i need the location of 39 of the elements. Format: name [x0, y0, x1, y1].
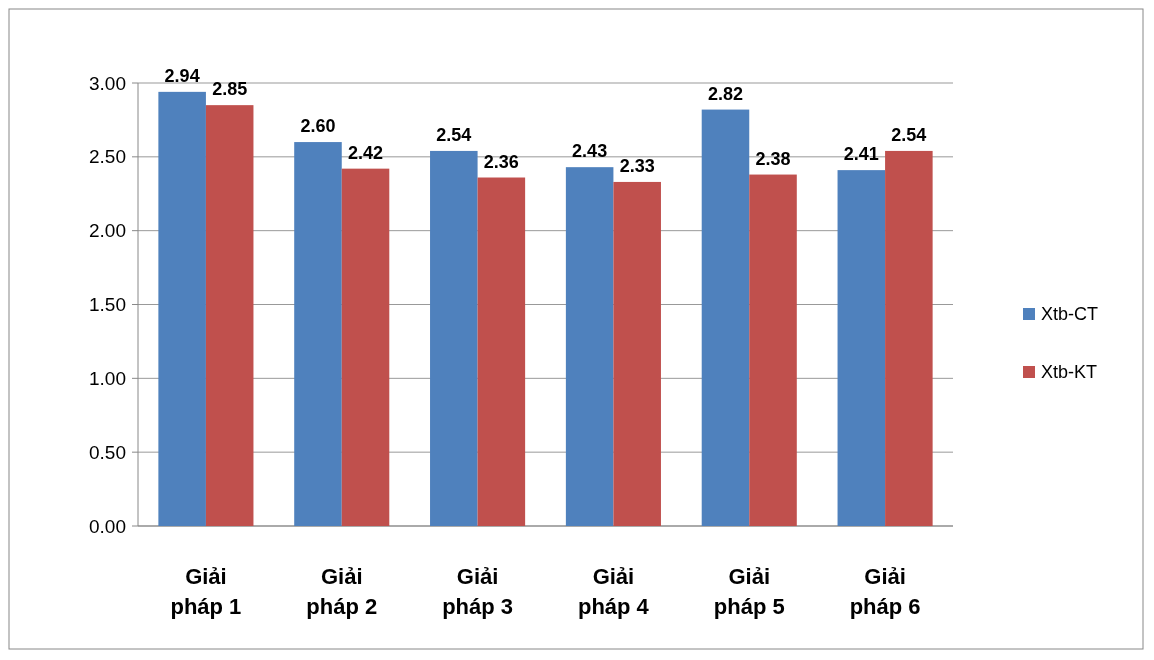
data-label: 2.41: [843, 144, 879, 165]
y-tick-label: 2.50: [89, 146, 126, 168]
data-label: 2.85: [212, 79, 248, 100]
x-tick-label: Giải pháp 4: [577, 564, 650, 619]
data-label: 2.43: [572, 141, 608, 162]
bar: [565, 167, 614, 526]
bar: [837, 170, 886, 526]
data-label: 2.42: [348, 142, 384, 163]
bar: [294, 142, 342, 526]
legend-label: Xtb-KT: [1041, 362, 1098, 383]
y-tick-label: 3.00: [89, 72, 126, 94]
bar: [701, 109, 750, 526]
x-tick-label: Giải pháp 5: [713, 564, 785, 619]
bar: [158, 91, 206, 526]
x-tick-label: Giải pháp 1: [170, 564, 242, 619]
data-label: 2.82: [707, 83, 743, 104]
x-tick-label: Giải pháp 6: [849, 564, 921, 619]
bar: [477, 177, 526, 526]
bar: [205, 105, 254, 526]
y-tick-label: 0.50: [89, 441, 126, 463]
bar: [613, 181, 661, 526]
bar: [885, 150, 933, 526]
x-tick-label: Giải pháp 3: [442, 564, 514, 619]
data-label: 2.94: [164, 65, 200, 86]
legend-label: Xtb-CT: [1041, 304, 1099, 325]
bar: [341, 168, 390, 526]
data-label: 2.60: [300, 116, 336, 137]
y-tick-label: 1.50: [89, 294, 126, 316]
y-tick-label: 0.00: [89, 515, 126, 537]
data-label: 2.54: [436, 124, 472, 145]
bar: [430, 150, 478, 526]
bar: [749, 174, 797, 526]
data-label: 2.38: [755, 148, 791, 169]
y-tick-label: 1.00: [89, 367, 126, 389]
x-tick-label: Giải pháp 2: [306, 564, 378, 619]
data-label: 2.54: [891, 124, 927, 145]
data-label: 2.33: [619, 155, 655, 176]
data-label: 2.36: [483, 151, 519, 172]
y-tick-label: 2.00: [89, 220, 126, 242]
